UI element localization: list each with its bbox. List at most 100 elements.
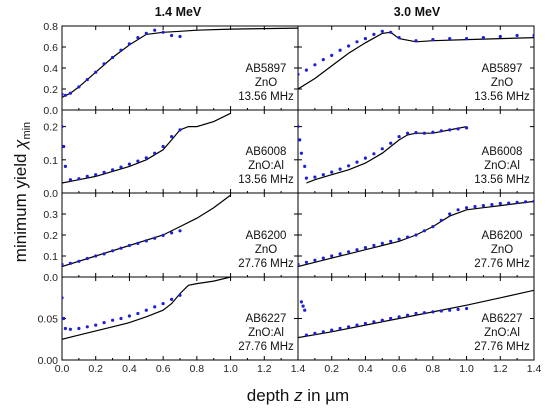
data-point [298, 138, 302, 142]
data-point [136, 36, 140, 40]
data-point [136, 311, 140, 316]
x-tick-label: 0.4 [358, 363, 373, 375]
data-point [144, 239, 148, 243]
data-point [422, 131, 426, 135]
data-point [389, 30, 393, 34]
data-point [304, 176, 308, 180]
data-point [321, 330, 325, 334]
x-tick-label: 0.2 [324, 363, 339, 375]
y-tick-label: 0.8 [43, 21, 58, 33]
panel-annotation-line: 13.56 MHz [238, 174, 294, 186]
data-point [515, 33, 519, 38]
data-point [119, 316, 123, 321]
data-point [85, 78, 89, 82]
data-point [170, 135, 174, 139]
panel-3-1: 0.2 0.4 0.6 0.8 1.0 1.2 1.4 AB6227 ZnO:Al 27.76 M… [297, 276, 541, 375]
panel-annotation-line: ZnO [491, 77, 513, 89]
data-point [85, 256, 89, 261]
data-point [347, 325, 351, 329]
data-point [153, 151, 157, 155]
data-point [170, 231, 174, 235]
data-point [153, 305, 157, 309]
simulation-curve [306, 126, 467, 184]
panel-2-0: 0.0 0.1 0.2 0.3 AB6200 ZnO 27.76 MHz [43, 192, 299, 284]
data-point [380, 29, 384, 33]
data-point [363, 156, 367, 160]
data-point [406, 313, 410, 317]
data-point [127, 42, 131, 46]
plot-area [62, 194, 231, 268]
x-tick-label: 1.0 [459, 363, 474, 375]
data-point [363, 321, 367, 326]
data-point [102, 321, 106, 325]
data-point [62, 262, 64, 266]
y-axis-title-subscript: min [21, 122, 33, 140]
x-tick-label: 1.0 [223, 363, 238, 375]
panel-annotation-line: AB6227 [246, 313, 287, 325]
data-point [372, 320, 376, 324]
data-point [473, 205, 477, 209]
simulation-curve [62, 277, 231, 340]
data-point [303, 308, 307, 312]
column-title-right: 3.0 MeV [394, 5, 441, 19]
data-point [380, 318, 384, 322]
data-point [153, 236, 157, 240]
data-point [136, 241, 140, 245]
data-point [62, 125, 64, 129]
data-point [431, 130, 435, 134]
data-point [338, 252, 342, 256]
y-tick-label: 0.1 [43, 251, 58, 263]
data-point [62, 144, 66, 149]
y-tick-label: 0.2 [43, 122, 58, 134]
y-tick-label: 0.2 [43, 84, 58, 96]
y-tick-label: 0.6 [43, 42, 58, 54]
x-tick-label: 1.2 [493, 363, 508, 375]
data-point [414, 131, 418, 135]
data-point [301, 304, 305, 308]
data-point [414, 311, 418, 316]
data-point [389, 316, 393, 321]
panel-annotation-line: ZnO [255, 77, 277, 89]
data-point [161, 302, 165, 306]
data-point [448, 37, 452, 41]
data-point [338, 48, 342, 52]
data-point [431, 225, 435, 229]
data-point [127, 314, 131, 318]
data-point [321, 173, 325, 177]
data-point [304, 260, 308, 264]
data-point [498, 201, 502, 206]
panel-annotation-line: AB6200 [246, 230, 287, 242]
panel-annotation-line: 27.76 MHz [474, 258, 530, 270]
data-point [144, 31, 148, 35]
data-point [448, 128, 452, 132]
data-point [490, 203, 494, 207]
column-title-left: 1.4 MeV [155, 5, 202, 19]
data-point [299, 300, 303, 304]
data-point [303, 164, 307, 168]
data-point [144, 156, 148, 160]
plot-area [298, 199, 534, 268]
x-tick-label: 0.0 [55, 363, 70, 375]
data-point [127, 243, 131, 248]
data-point [465, 206, 469, 210]
x-axis-title-unit: in µm [303, 386, 350, 405]
y-tick-label: 0.2 [43, 230, 58, 242]
y-axis-title-symbol: χ [11, 139, 30, 151]
data-point [363, 246, 367, 250]
data-point [532, 33, 534, 38]
data-point [524, 200, 528, 204]
data-point [439, 218, 443, 222]
data-point [298, 72, 300, 76]
simulation-curve [62, 112, 231, 184]
panel-annotation-line: AB6008 [246, 146, 287, 158]
data-point [389, 239, 393, 243]
data-point [178, 229, 182, 233]
data-point [102, 252, 106, 256]
panel-annotation-line: AB5897 [246, 63, 287, 75]
plot-area [298, 289, 534, 339]
data-point [372, 32, 376, 37]
data-point [422, 229, 426, 233]
data-point [422, 311, 426, 315]
data-point [161, 144, 165, 149]
